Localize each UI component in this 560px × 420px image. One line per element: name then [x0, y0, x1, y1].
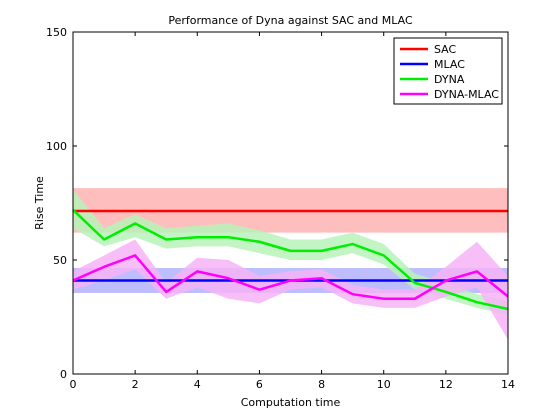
band-dyna-mlac — [73, 239, 508, 340]
plot-frame — [72, 31, 509, 375]
legend-label-mlac: MLAC — [434, 58, 465, 71]
line-dyna-mlac — [72, 254, 509, 301]
legend-label-dyna: DYNA — [434, 73, 465, 86]
y-tick-label: 100 — [46, 140, 67, 153]
x-tick-label: 6 — [256, 378, 263, 391]
x-tick-label: 10 — [377, 378, 391, 391]
x-tick-label: 0 — [70, 378, 77, 391]
axis-ticks: 0 2 4 6 8 10 12 14 0 50 100 150 — [46, 26, 515, 391]
series-lines — [72, 208, 509, 311]
x-tick-label: 4 — [194, 378, 201, 391]
x-axis-label: Computation time — [241, 396, 341, 409]
chart-title: Performance of Dyna against SAC and MLAC — [168, 14, 413, 27]
x-tick-label: 2 — [132, 378, 139, 391]
y-axis-label: Rise Time — [33, 176, 46, 230]
line-dyna — [72, 208, 509, 311]
y-tick-label: 0 — [60, 368, 67, 381]
x-tick-label: 12 — [439, 378, 453, 391]
legend-label-sac: SAC — [434, 43, 457, 56]
x-tick-label: 14 — [501, 378, 515, 391]
legend-label-dyna-mlac: DYNA-MLAC — [434, 88, 499, 101]
legend: SAC MLAC DYNA DYNA-MLAC — [393, 37, 503, 105]
y-tick-label: 50 — [53, 254, 67, 267]
y-tick-label: 150 — [46, 26, 67, 39]
x-tick-label: 8 — [318, 378, 325, 391]
